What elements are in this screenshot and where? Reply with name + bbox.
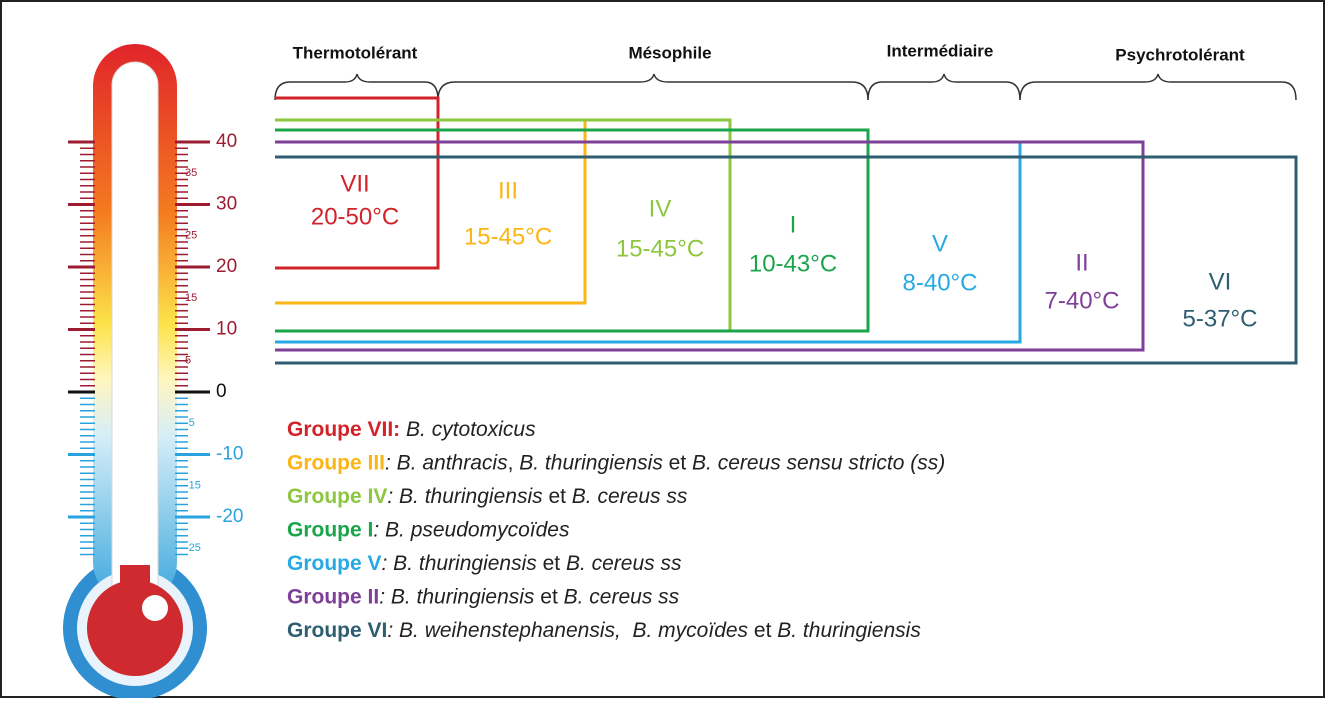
legend-label: Groupe VI — [287, 619, 387, 642]
category-label: Thermotolérant — [293, 43, 418, 62]
legend-label: Groupe VII: — [287, 418, 400, 441]
legend-entry: Groupe III: B. anthracis, B. thuringiens… — [287, 451, 945, 474]
legend-text: B. thuringiensis — [519, 451, 663, 474]
legend-text: et — [543, 485, 572, 508]
diagram: Thermotolérant Mésophile Intermédiaire P… — [0, 0, 1325, 698]
legend-text: : B. thuringiensis — [379, 585, 535, 608]
legend-label: Groupe V — [287, 552, 382, 575]
scale-minor-label: 35 — [185, 167, 197, 179]
legend-text: et — [663, 451, 692, 474]
category-label: Intermédiaire — [887, 41, 994, 60]
group-range: 20-50°C — [311, 203, 399, 230]
category-label: Psychrotolérant — [1115, 45, 1245, 64]
group-range: 8-40°C — [903, 269, 978, 296]
legend-text: : B. pseudomycoïdes — [373, 518, 570, 541]
legend-text: B. cereus ss — [564, 585, 680, 608]
mercury-bulb — [87, 580, 183, 676]
legend-entry: Groupe IV: B. thuringiensis et B. cereus… — [287, 485, 688, 508]
tube-inner — [112, 62, 158, 622]
legend-label: Groupe III — [287, 451, 385, 474]
scale-minor-label: -15 — [185, 479, 201, 491]
legend-entry: Groupe I: B. pseudomycoïdes — [287, 518, 570, 541]
legend-entry: Groupe V: B. thuringiensis et B. cereus … — [287, 552, 682, 575]
legend-text: et — [537, 552, 566, 575]
scale-minor-label: 25 — [185, 229, 197, 241]
legend-text: , — [508, 451, 520, 474]
scale-label: 40 — [216, 131, 237, 152]
scale-label: 10 — [216, 319, 237, 340]
group-numeral: IV — [649, 195, 672, 222]
group-range: 10-43°C — [749, 250, 837, 277]
legend-entry: Groupe II: B. thuringiensis et B. cereus… — [287, 585, 680, 608]
scale-label: 0 — [216, 381, 227, 402]
scale-minor-label: 15 — [185, 292, 197, 304]
scale-label: -10 — [216, 444, 243, 465]
group-range: 7-40°C — [1045, 287, 1120, 314]
scale-label: 30 — [216, 194, 237, 215]
page: Thermotolérant Mésophile Intermédiaire P… — [0, 0, 1325, 703]
legend-text: et — [534, 585, 563, 608]
scale-minor-label: -25 — [185, 542, 201, 554]
scale-label: 20 — [216, 256, 237, 277]
scale-label: -20 — [216, 506, 243, 527]
category-label: Mésophile — [628, 43, 711, 62]
scale-minor-label: -5 — [185, 417, 195, 429]
highlight — [142, 595, 168, 621]
legend-text: : B. thuringiensis — [387, 485, 543, 508]
legend-text: B. cereus ss — [566, 552, 682, 575]
legend-text: B. cereus sensu stricto (ss) — [692, 451, 945, 474]
group-numeral: VII — [340, 170, 369, 197]
group-range: 5-37°C — [1183, 305, 1258, 332]
group-numeral: III — [498, 177, 518, 204]
legend-text: et — [748, 619, 777, 642]
legend-label: Groupe IV — [287, 485, 387, 508]
legend-entry: Groupe VI: B. weihenstephanensis, B. myc… — [287, 619, 921, 642]
legend-text: : B. thuringiensis — [382, 552, 538, 575]
legend-text: : B. weihenstephanensis, B. mycoïdes — [387, 619, 748, 642]
group-range: 15-45°C — [616, 235, 704, 262]
group-numeral: II — [1075, 249, 1088, 276]
legend-entry: Groupe VII: B. cytotoxicus — [287, 418, 536, 441]
scale-minor-label: 5 — [185, 354, 191, 366]
legend-label: Groupe II — [287, 585, 379, 608]
legend-text: B. cereus ss — [572, 485, 688, 508]
group-numeral: I — [790, 211, 797, 238]
group-numeral: V — [932, 230, 948, 257]
group-range: 15-45°C — [464, 223, 552, 250]
legend-text: B. cytotoxicus — [400, 418, 536, 441]
legend-text: : B. anthracis — [385, 451, 508, 474]
legend-text: B. thuringiensis — [777, 619, 921, 642]
legend-label: Groupe I — [287, 518, 373, 541]
group-numeral: VI — [1209, 268, 1232, 295]
